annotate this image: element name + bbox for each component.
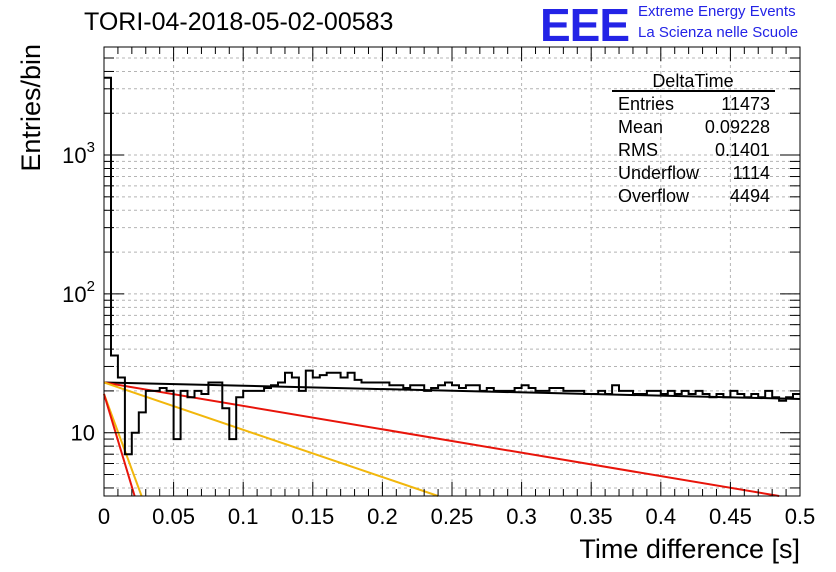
fit-line: [103, 381, 439, 497]
histogram-line: [104, 76, 800, 456]
stats-label: Underflow: [618, 163, 700, 183]
x-tick-labels: 0 0.05 0.1 0.15 0.2 0.25 0.3 0.35 0.4 0.45 0.5: [98, 504, 815, 529]
histogram-series: [104, 76, 800, 456]
x-tick-label: 0.15: [291, 504, 334, 529]
x-axis-title: Time difference [s]: [579, 534, 800, 564]
x-tick-label: 0.35: [570, 504, 613, 529]
y-tick-label: 103: [62, 139, 95, 168]
stats-value: 4494: [730, 186, 770, 206]
eee-logo: EEE: [540, 0, 630, 51]
logo-caption-line2: La Scienza nelle Scuole: [638, 24, 799, 41]
fit-line: [103, 381, 780, 497]
grid-lines: [104, 46, 800, 496]
x-tick-label: 0.3: [506, 504, 537, 529]
x-tick-label: 0.05: [152, 504, 195, 529]
stats-value: 0.09228: [705, 117, 770, 137]
stats-label: RMS: [618, 140, 658, 160]
fit-line: [103, 393, 136, 497]
x-tick-label: 0.2: [367, 504, 398, 529]
stats-label: Mean: [618, 117, 663, 137]
stats-value: 0.1401: [715, 140, 770, 160]
y-axis-title: Entries/bin: [16, 44, 46, 172]
y-tick-label: 102: [62, 278, 95, 307]
x-tick-label: 0.45: [709, 504, 752, 529]
stats-label: Entries: [618, 94, 674, 114]
stats-value: 1114: [733, 163, 770, 183]
axis-ticks: [103, 46, 801, 496]
x-tick-label: 0.25: [431, 504, 474, 529]
stats-name: DeltaTime: [652, 71, 733, 91]
logo-caption-line1: Extreme Energy Events: [638, 3, 796, 20]
plot-title: TORI-04-2018-05-02-00583: [84, 8, 394, 36]
fit-curves: [103, 381, 801, 497]
fit-line: [103, 381, 801, 400]
stats-box: DeltaTime Entries 11473 Mean 0.09228 RMS 0.140…: [612, 71, 775, 206]
x-tick-label: 0: [98, 504, 110, 529]
x-tick-label: 0.5: [785, 504, 816, 529]
y-tick-labels: 10 102 103: [62, 139, 95, 446]
x-tick-label: 0.1: [228, 504, 259, 529]
stats-label: Overflow: [618, 186, 690, 206]
fit-line: [103, 393, 143, 497]
stats-value: 11473: [721, 94, 770, 114]
x-tick-label: 0.4: [646, 504, 677, 529]
y-tick-label: 10: [71, 421, 95, 446]
